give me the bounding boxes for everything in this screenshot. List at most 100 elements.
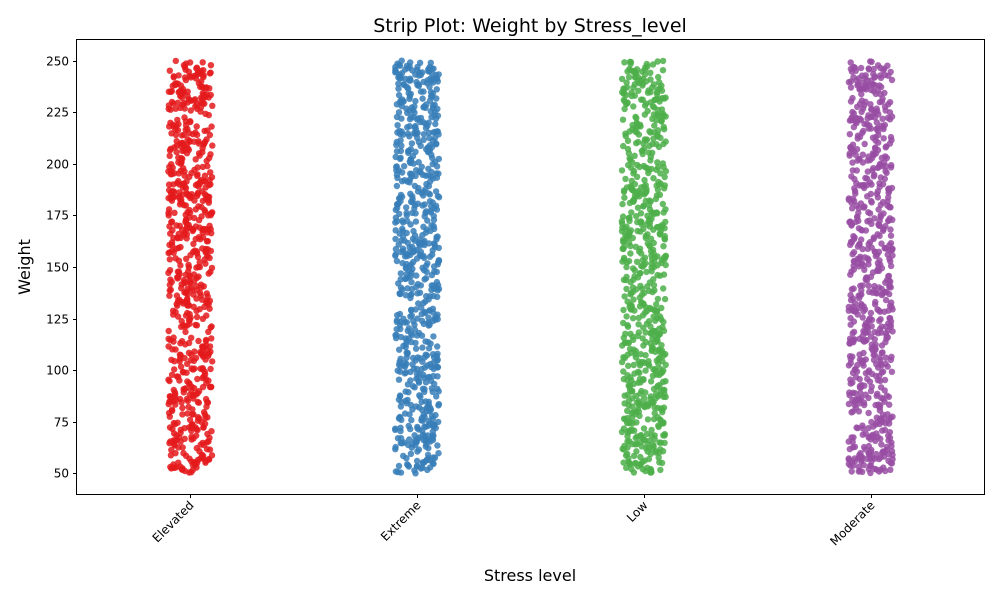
data-point (871, 215, 878, 222)
data-point (861, 328, 869, 336)
data-point (431, 454, 439, 461)
data-point (403, 251, 410, 258)
data-point (856, 382, 864, 390)
data-point (392, 219, 399, 226)
data-point (165, 206, 173, 213)
data-point (852, 404, 860, 412)
data-point (874, 231, 881, 238)
data-point (397, 270, 404, 277)
data-point (190, 72, 197, 80)
data-point (649, 288, 656, 296)
data-point (392, 426, 399, 433)
data-point (177, 82, 185, 89)
data-point (850, 266, 858, 273)
data-point (655, 355, 662, 363)
data-point (875, 402, 882, 410)
data-point (856, 400, 863, 407)
data-point (198, 296, 206, 303)
data-point (635, 398, 642, 405)
data-point (620, 142, 627, 150)
data-point (394, 122, 401, 129)
data-point (205, 197, 212, 204)
data-point (399, 169, 406, 176)
data-point (637, 210, 645, 217)
data-point (194, 172, 201, 179)
data-point (186, 192, 193, 199)
data-point (427, 88, 435, 96)
x-tick-label: Elevated (150, 498, 197, 545)
data-point (184, 209, 191, 216)
data-point (647, 393, 654, 400)
data-point (394, 204, 401, 212)
data-point (865, 367, 873, 374)
data-point (877, 174, 884, 181)
data-point (628, 403, 636, 410)
data-point (624, 68, 631, 75)
data-point (184, 360, 191, 367)
data-point (404, 124, 411, 131)
data-point (434, 343, 441, 350)
data-point (420, 88, 427, 95)
data-point (415, 115, 422, 122)
data-point (186, 316, 193, 323)
data-point (642, 389, 649, 396)
data-point (633, 258, 641, 265)
data-point (630, 296, 637, 303)
data-point (661, 173, 668, 181)
data-point (173, 436, 180, 444)
data-point (647, 450, 654, 458)
data-point (880, 448, 887, 455)
data-point (397, 325, 404, 333)
data-point (620, 354, 627, 361)
data-point (396, 346, 403, 353)
data-point (206, 383, 214, 391)
data-point (647, 157, 654, 164)
data-point (631, 273, 638, 280)
data-point (856, 255, 863, 263)
data-point (169, 247, 176, 254)
data-point (652, 195, 660, 203)
x-axis-ticks: Elevated Extreme Low Moderate (150, 494, 878, 548)
data-point (881, 103, 889, 111)
data-point (170, 100, 177, 107)
data-point (204, 293, 211, 300)
data-point (649, 246, 657, 253)
data-point (631, 152, 638, 159)
data-point (167, 336, 174, 344)
data-point (192, 156, 199, 163)
data-point (872, 346, 879, 353)
data-point (400, 362, 408, 369)
data-point (207, 169, 214, 176)
data-point (872, 298, 879, 306)
data-point (176, 88, 183, 95)
data-point (639, 150, 646, 158)
data-point (621, 105, 628, 113)
data-point (867, 309, 875, 317)
data-point (203, 136, 210, 143)
data-point (396, 358, 403, 365)
data-point (874, 86, 882, 94)
data-point (650, 313, 657, 320)
data-point (649, 61, 657, 68)
data-point (867, 113, 874, 121)
data-point (165, 269, 172, 277)
data-point (851, 258, 858, 266)
data-point (398, 142, 405, 149)
data-point (411, 321, 418, 328)
data-point (165, 181, 173, 188)
data-point (650, 366, 657, 373)
data-point (661, 295, 669, 303)
y-tick-label: 250 (46, 55, 69, 69)
data-point (621, 293, 628, 300)
data-point (420, 119, 427, 126)
data-point (396, 310, 404, 318)
data-point (409, 383, 417, 390)
data-point (432, 120, 439, 128)
data-point (653, 307, 661, 314)
data-point (166, 147, 174, 154)
data-point (183, 255, 190, 262)
data-point (850, 285, 857, 292)
data-point (167, 119, 174, 127)
data-point (880, 226, 887, 233)
data-point (165, 105, 172, 113)
